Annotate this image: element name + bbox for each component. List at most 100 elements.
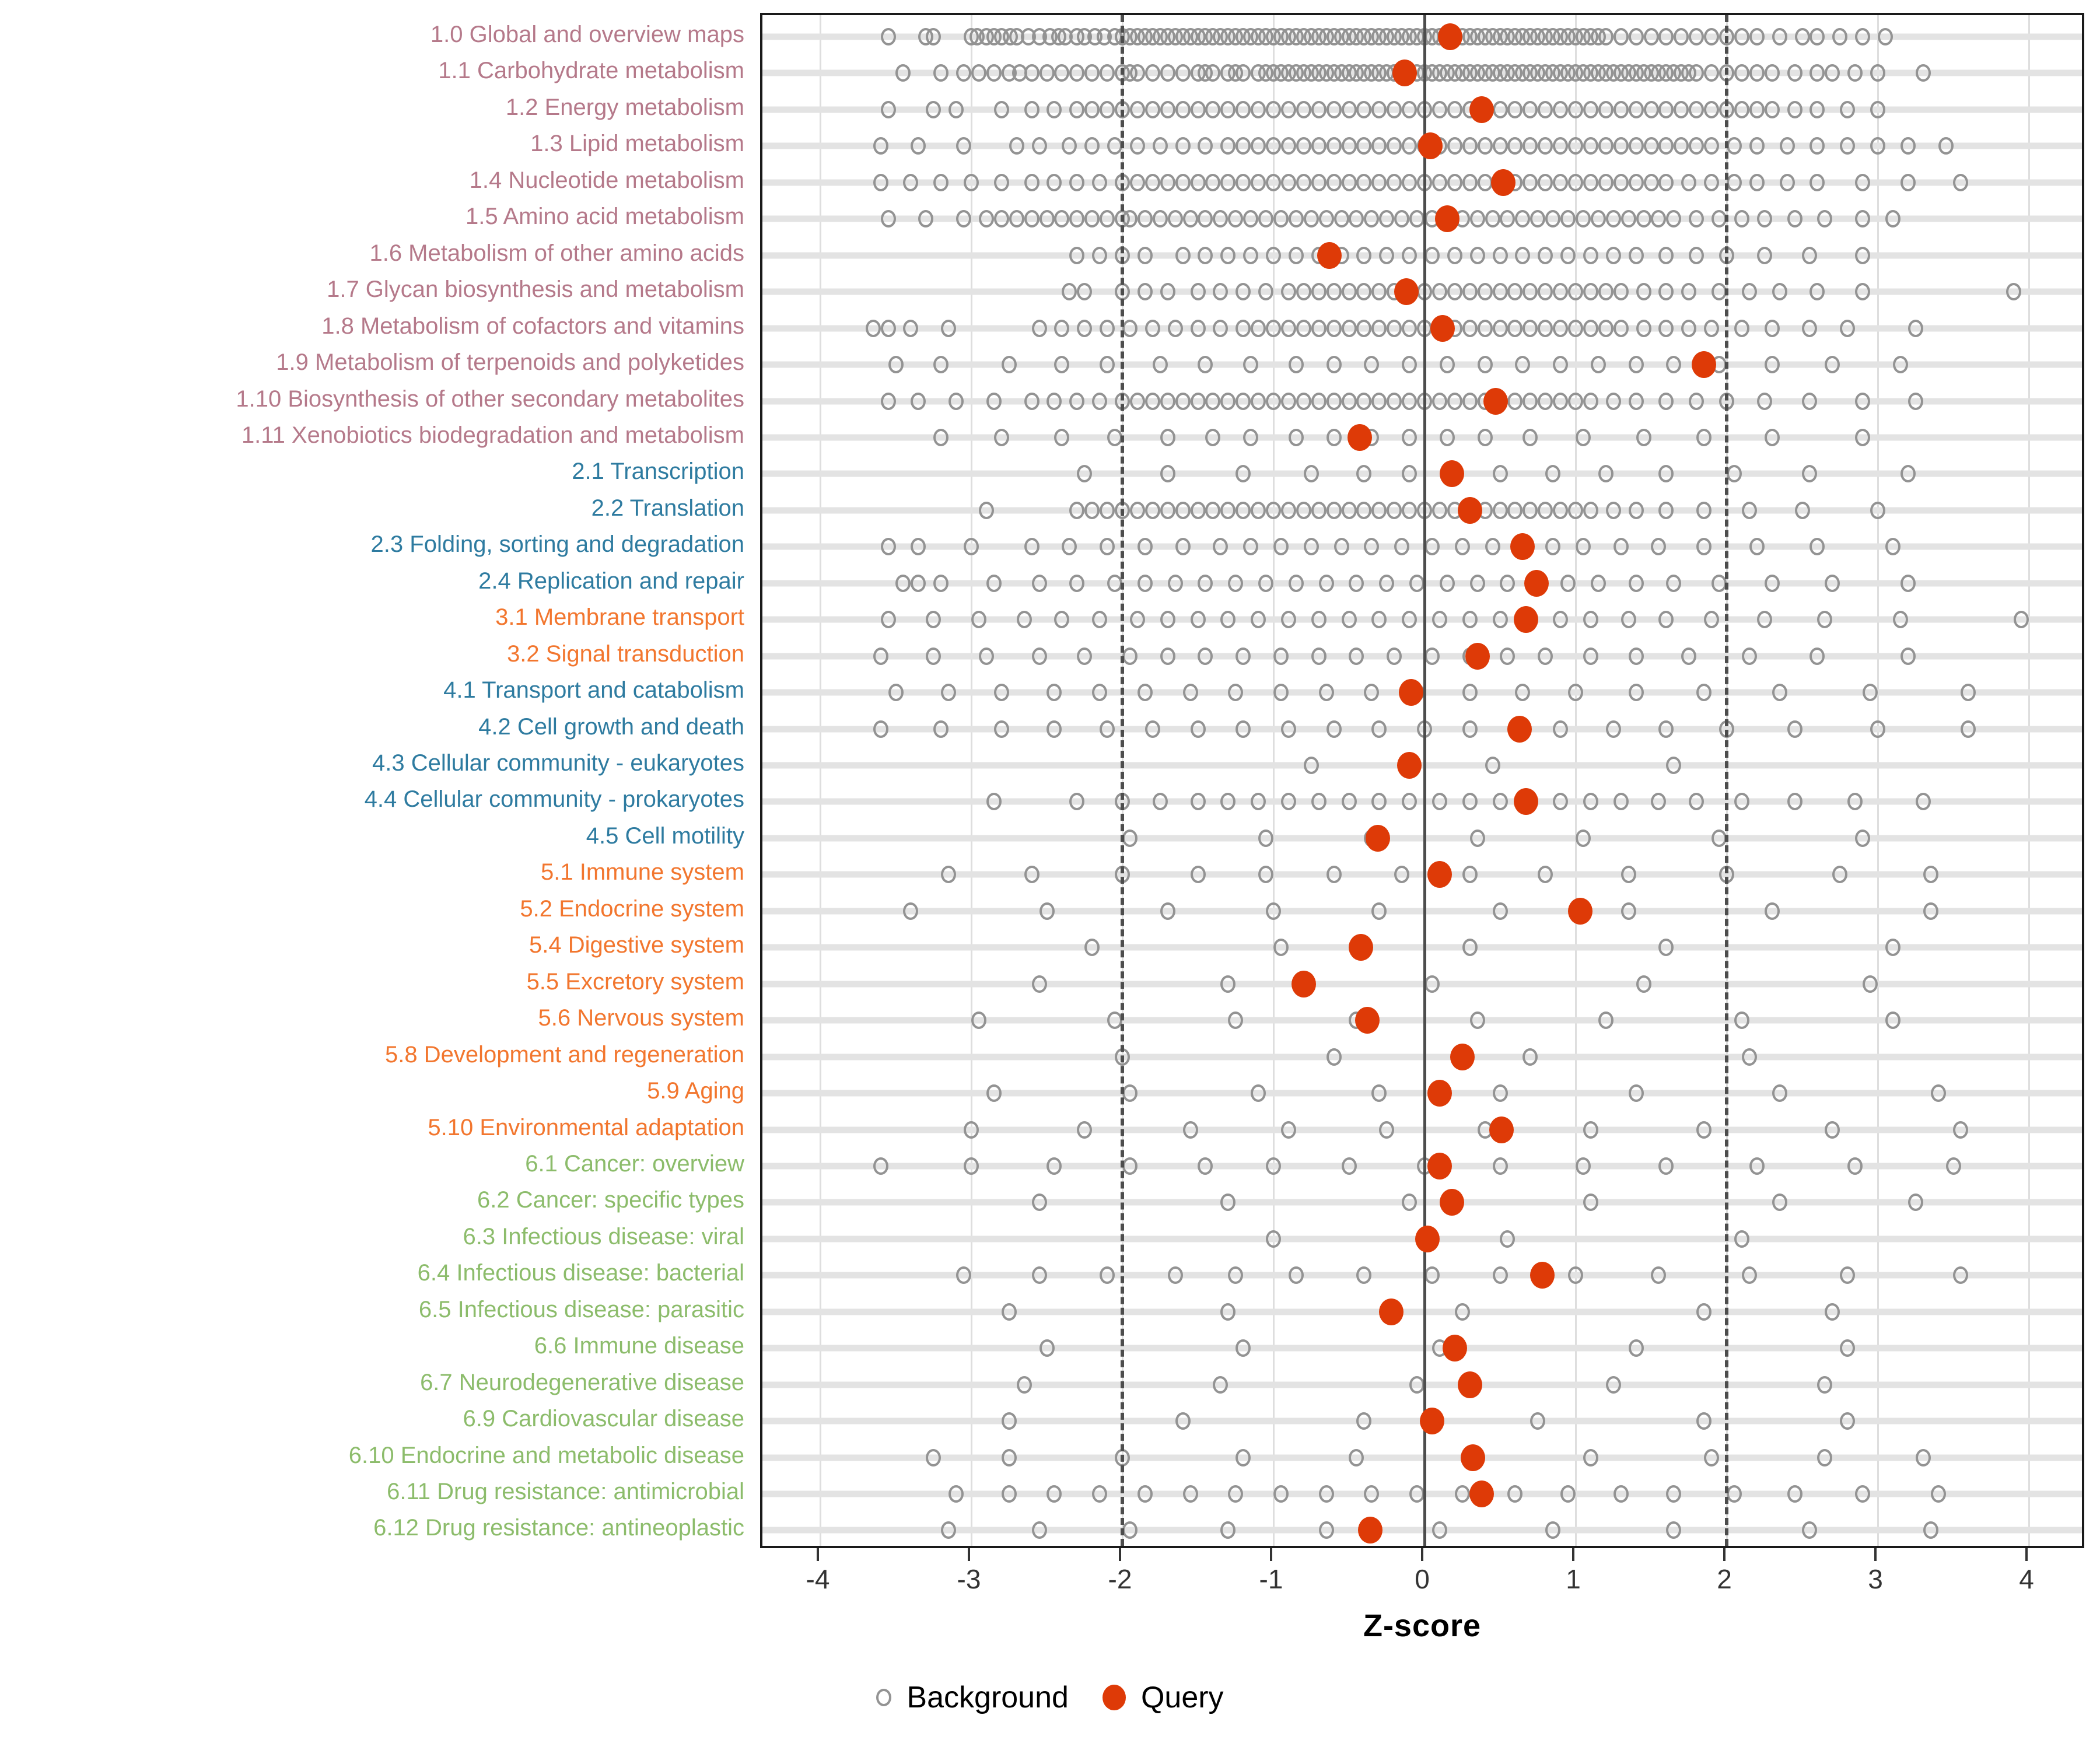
query-point[interactable] (1291, 970, 1316, 998)
y-axis-label-9[interactable]: 1.8 Metabolism of cofactors and vitamins (321, 313, 744, 339)
y-axis-label-10[interactable]: 1.9 Metabolism of terpenoids and polyket… (276, 349, 744, 376)
y-axis-label-37[interactable]: 6.6 Immune disease (534, 1333, 744, 1359)
legend-item-background[interactable]: Background (876, 1680, 1069, 1715)
background-point (1870, 64, 1885, 82)
query-point[interactable] (1507, 715, 1532, 743)
query-point[interactable] (1465, 642, 1490, 670)
y-axis-label-7[interactable]: 1.6 Metabolism of other amino acids (369, 240, 744, 266)
background-point (1220, 501, 1236, 519)
query-point[interactable] (1439, 460, 1464, 488)
legend-item-query[interactable]: Query (1102, 1680, 1224, 1715)
query-point[interactable] (1692, 351, 1717, 379)
query-point[interactable] (1418, 132, 1443, 160)
query-point[interactable] (1347, 424, 1372, 451)
y-axis-label-21[interactable]: 4.3 Cellular community - eukaryotes (372, 750, 744, 776)
background-point (1303, 465, 1319, 483)
query-point[interactable] (1524, 569, 1549, 597)
query-point[interactable] (1513, 788, 1538, 816)
query-point[interactable] (1513, 606, 1538, 634)
query-point[interactable] (1427, 861, 1452, 888)
query-point[interactable] (1530, 1262, 1555, 1289)
query-point[interactable] (1357, 1517, 1382, 1544)
y-axis-label-25[interactable]: 5.2 Endocrine system (520, 895, 744, 922)
y-axis-label-38[interactable]: 6.7 Neurodegenerative disease (420, 1369, 744, 1395)
y-axis-label-18[interactable]: 3.2 Signal transduction (507, 640, 744, 667)
background-point (1575, 1157, 1591, 1175)
y-axis-label-40[interactable]: 6.10 Endocrine and metabolic disease (348, 1442, 744, 1468)
y-axis-label-35[interactable]: 6.4 Infectious disease: bacterial (417, 1260, 744, 1286)
y-axis-label-12[interactable]: 1.11 Xenobiotics biodegradation and meta… (241, 422, 744, 448)
y-axis-label-41[interactable]: 6.11 Drug resistance: antimicrobial (387, 1479, 744, 1504)
query-point[interactable] (1427, 1152, 1452, 1180)
y-axis-label-2[interactable]: 1.1 Carbohydrate metabolism (438, 58, 744, 84)
y-axis-label-32[interactable]: 6.1 Cancer: overview (525, 1150, 744, 1177)
query-point[interactable] (1354, 1007, 1380, 1034)
y-axis-label-8[interactable]: 1.7 Glycan biosynthesis and metabolism (327, 276, 744, 303)
y-axis-label-5[interactable]: 1.4 Nucleotide metabolism (469, 167, 744, 193)
y-axis-label-33[interactable]: 6.2 Cancer: specific types (477, 1187, 744, 1213)
query-point[interactable] (1457, 1371, 1482, 1398)
y-axis-label-36[interactable]: 6.5 Infectious disease: parasitic (418, 1296, 744, 1322)
y-axis-label-11[interactable]: 1.10 Biosynthesis of other secondary met… (236, 386, 744, 412)
y-axis-label-39[interactable]: 6.9 Cardiovascular disease (463, 1406, 744, 1432)
y-axis-label-13[interactable]: 2.1 Transcription (572, 459, 744, 485)
background-point (1628, 28, 1644, 46)
query-point[interactable] (1317, 242, 1342, 269)
y-axis-label-31[interactable]: 5.10 Environmental adaptation (428, 1114, 744, 1140)
y-axis-label-24[interactable]: 5.1 Immune system (540, 859, 744, 886)
query-point[interactable] (1438, 23, 1463, 50)
background-point (933, 428, 949, 446)
query-point[interactable] (1392, 60, 1418, 87)
query-point[interactable] (1398, 679, 1423, 706)
y-axis-label-1[interactable]: 1.0 Global and overview maps (430, 22, 744, 47)
background-point (1092, 684, 1108, 702)
background-point (1583, 100, 1598, 118)
query-point[interactable] (1379, 1298, 1404, 1325)
query-point[interactable] (1439, 1189, 1464, 1216)
query-point[interactable] (1490, 169, 1516, 196)
query-point[interactable] (1489, 1116, 1514, 1143)
query-point[interactable] (1450, 1043, 1475, 1070)
background-point (1432, 611, 1447, 629)
y-axis-label-23[interactable]: 4.5 Cell motility (586, 822, 744, 849)
query-point[interactable] (1442, 1335, 1467, 1362)
query-point[interactable] (1427, 1080, 1452, 1107)
y-axis-label-22[interactable]: 4.4 Cellular community - prokaryotes (364, 786, 744, 813)
y-axis-label-30[interactable]: 5.9 Aging (647, 1078, 744, 1104)
background-point (1220, 1521, 1236, 1539)
query-point[interactable] (1469, 1480, 1494, 1507)
y-axis-label-29[interactable]: 5.8 Development and regeneration (385, 1041, 744, 1068)
query-point[interactable] (1365, 824, 1390, 852)
query-point[interactable] (1394, 278, 1419, 306)
y-axis-label-15[interactable]: 2.3 Folding, sorting and degradation (370, 531, 744, 558)
query-point[interactable] (1567, 897, 1592, 925)
query-point[interactable] (1397, 752, 1422, 779)
y-axis-label-16[interactable]: 2.4 Replication and repair (478, 568, 744, 594)
y-axis-label-42[interactable]: 6.12 Drug resistance: antineoplastic (373, 1515, 744, 1541)
query-point[interactable] (1460, 1444, 1485, 1471)
y-axis-label-6[interactable]: 1.5 Amino acid metabolism (465, 204, 744, 230)
query-point[interactable] (1483, 387, 1508, 415)
y-axis-label-27[interactable]: 5.5 Excretory system (526, 968, 744, 995)
background-point (1613, 1485, 1629, 1503)
y-axis-label-20[interactable]: 4.2 Cell growth and death (478, 713, 744, 740)
y-axis-label-17[interactable]: 3.1 Membrane transport (495, 604, 744, 631)
query-point[interactable] (1434, 205, 1460, 233)
query-point[interactable] (1430, 314, 1455, 342)
y-axis-label-4[interactable]: 1.3 Lipid metabolism (530, 131, 744, 157)
y-axis-label-26[interactable]: 5.4 Digestive system (528, 932, 744, 958)
background-point (1236, 173, 1251, 191)
query-point[interactable] (1349, 934, 1374, 961)
query-point[interactable] (1510, 533, 1535, 561)
y-axis-label-14[interactable]: 2.2 Translation (591, 495, 744, 521)
y-axis-label-28[interactable]: 5.6 Nervous system (538, 1005, 744, 1031)
y-axis-label-3[interactable]: 1.2 Energy metabolism (505, 94, 744, 120)
y-axis-label-19[interactable]: 4.1 Transport and catabolism (443, 677, 744, 704)
background-point (1296, 173, 1311, 191)
query-point[interactable] (1469, 96, 1494, 123)
query-point[interactable] (1419, 1408, 1444, 1435)
y-axis-label-34[interactable]: 6.3 Infectious disease: viral (463, 1223, 744, 1250)
background-point (1598, 283, 1614, 301)
query-point[interactable] (1457, 496, 1482, 524)
query-point[interactable] (1415, 1225, 1440, 1252)
